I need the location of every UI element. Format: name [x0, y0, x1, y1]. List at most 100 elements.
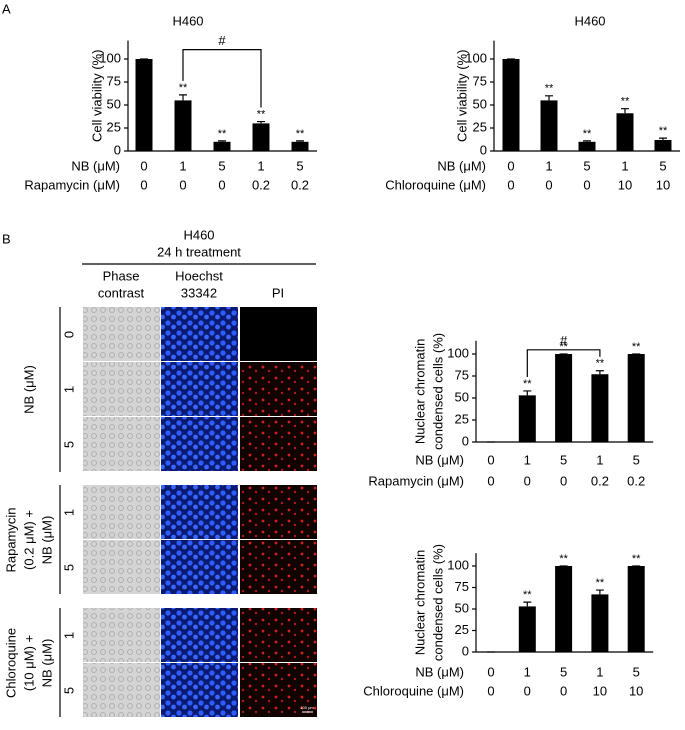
pi-image	[240, 307, 317, 361]
bracket-label: #	[560, 333, 568, 348]
row-label: 1	[61, 386, 76, 393]
chart-title: H460	[172, 13, 203, 28]
pi-image	[240, 540, 317, 594]
group-label: NB (μM)	[39, 516, 54, 565]
x-row-label: NB (μM)	[437, 158, 486, 173]
phase-image	[83, 540, 160, 594]
y-tick-label: 25	[473, 119, 487, 134]
pi-image	[240, 485, 317, 539]
phase-image	[83, 417, 160, 471]
phase-image	[83, 307, 160, 361]
y-axis-label: condensed cells (%)	[430, 333, 445, 450]
group-label: NB (μM)	[39, 639, 54, 688]
x-tick-label: 5	[218, 158, 225, 173]
hoechst-image	[161, 485, 238, 539]
y-tick-label: 50	[473, 96, 487, 111]
x-tick-label: 0.2	[627, 473, 645, 488]
y-tick-label: 75	[455, 367, 469, 382]
x-row-label: NB (μM)	[71, 158, 120, 173]
significance-label: **	[545, 83, 554, 95]
significance-label: **	[632, 341, 641, 353]
x-row-label: Chloroquine (μM)	[363, 683, 464, 698]
group-label: (10 μM) +	[21, 635, 36, 691]
x-row-label: Chloroquine (μM)	[385, 177, 486, 192]
significance-label: **	[296, 128, 305, 140]
hoechst-image	[161, 362, 238, 416]
significance-label: **	[596, 577, 605, 589]
pi-image	[240, 417, 317, 471]
y-tick-label: 50	[455, 600, 469, 615]
x-tick-label: 0	[140, 177, 147, 192]
bar	[540, 100, 558, 151]
significance-label: **	[179, 82, 188, 94]
x-tick-label: 5	[560, 664, 567, 679]
x-tick-label: 0	[487, 473, 494, 488]
error-bar	[583, 140, 591, 142]
column-header: Phase	[103, 268, 140, 283]
bar	[291, 141, 309, 151]
phase-image	[83, 663, 160, 717]
error-bar	[595, 370, 604, 375]
y-tick-label: 100	[447, 557, 469, 572]
pi-image	[240, 663, 317, 717]
x-tick-label: 5	[633, 664, 640, 679]
x-tick-label: 10	[618, 177, 632, 192]
bar	[502, 59, 520, 151]
y-axis-label: Nuclear chromatin	[412, 550, 427, 656]
bar	[252, 123, 270, 151]
column-header: Hoechst	[175, 268, 223, 283]
significance-label: **	[559, 553, 568, 565]
column-header: PI	[272, 285, 284, 300]
y-tick-label: 25	[455, 622, 469, 637]
row-label: 5	[61, 564, 76, 571]
row-label: 1	[61, 509, 76, 516]
error-bar	[659, 137, 667, 140]
x-tick-label: 5	[659, 158, 666, 173]
x-tick-label: 0	[560, 473, 567, 488]
significance-label: **	[523, 589, 532, 601]
x-row-label: NB (μM)	[415, 452, 464, 467]
hoechst-image	[161, 663, 238, 717]
group-label: NB (μM)	[21, 365, 36, 414]
x-tick-label: 0	[583, 177, 590, 192]
scale-bar-label: 100 μm	[300, 705, 314, 710]
bracket-label: #	[218, 33, 226, 48]
error-bar	[296, 140, 304, 142]
hoechst-image	[161, 307, 238, 361]
error-bar	[545, 95, 553, 101]
x-tick-label: 0	[507, 177, 514, 192]
x-tick-label: 10	[593, 683, 607, 698]
hoechst-image	[161, 540, 238, 594]
y-tick-label: 0	[114, 142, 121, 157]
error-bar	[523, 390, 532, 396]
x-tick-label: 0	[487, 683, 494, 698]
x-tick-label: 1	[545, 158, 552, 173]
x-row-label: Rapamycin (μM)	[24, 177, 120, 192]
row-label: 1	[61, 632, 76, 639]
pi-image	[240, 362, 317, 416]
x-tick-label: 0.2	[591, 473, 609, 488]
x-tick-label: 0	[507, 158, 514, 173]
bar	[654, 139, 672, 151]
x-tick-label: 5	[583, 158, 590, 173]
row-label: 5	[61, 687, 76, 694]
bar	[591, 374, 609, 442]
error-bar	[179, 94, 187, 101]
x-tick-label: 0	[545, 177, 552, 192]
pi-image	[240, 608, 317, 662]
significance-label: **	[583, 128, 592, 140]
y-tick-label: 0	[462, 643, 469, 658]
x-tick-label: 0	[487, 452, 494, 467]
y-tick-label: 75	[473, 73, 487, 88]
chart-title: H460	[574, 13, 605, 28]
y-axis-label: Cell viability (%)	[454, 50, 469, 142]
x-tick-label: 10	[656, 177, 670, 192]
error-bar	[621, 108, 629, 114]
hoechst-image	[161, 417, 238, 471]
x-tick-label: 1	[179, 158, 186, 173]
column-header: contrast	[98, 285, 145, 300]
x-tick-label: 1	[524, 452, 531, 467]
x-row-label: NB (μM)	[415, 664, 464, 679]
y-tick-label: 0	[480, 142, 487, 157]
y-axis-label: Cell viability (%)	[89, 50, 104, 142]
